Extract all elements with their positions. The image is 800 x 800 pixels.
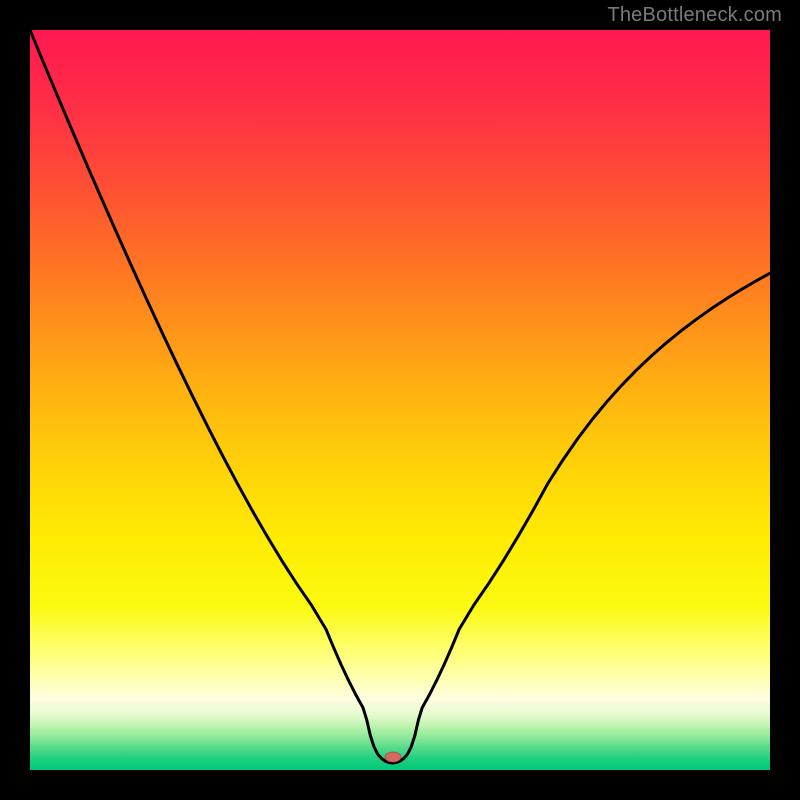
watermark-text: TheBottleneck.com: [607, 4, 782, 27]
chart-container: [30, 30, 770, 770]
gradient-background: [30, 30, 770, 770]
